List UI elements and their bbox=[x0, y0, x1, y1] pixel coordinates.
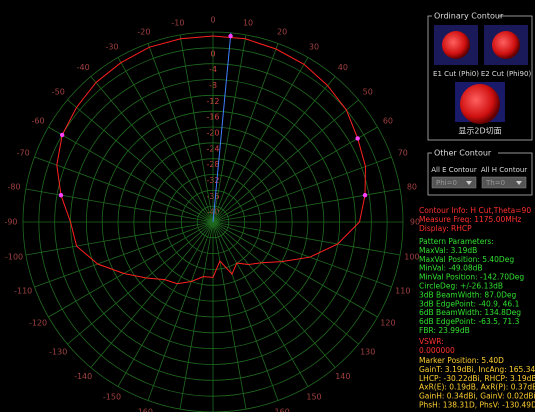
marker bbox=[59, 193, 63, 197]
theta-tick-label: 30 bbox=[309, 43, 319, 52]
contour-info: Measure Freq: 1175.00MHz bbox=[419, 215, 521, 224]
pattern-parameter: MinVal: -49.08dB bbox=[419, 264, 483, 273]
other-contour-title: Other Contour bbox=[434, 149, 492, 158]
e2-sphere bbox=[492, 31, 520, 59]
marker-info: Marker Position: 5.40D bbox=[419, 356, 504, 365]
theta-tick-label: 150 bbox=[306, 392, 321, 401]
e1-sphere bbox=[442, 31, 470, 59]
e1-label[interactable]: E1 Cut (Phi0) bbox=[433, 70, 479, 78]
marker-info: PhsH: 138.31D, PhsV: -130.49D bbox=[419, 401, 535, 410]
pattern-parameter: Pattern Parameters: bbox=[419, 237, 494, 246]
theta-tick-label: -130 bbox=[49, 347, 67, 356]
marker bbox=[228, 34, 232, 38]
theta-tick-label: -80 bbox=[8, 182, 21, 191]
theta-tick-label: 110 bbox=[395, 287, 410, 296]
theta-tick-label: 50 bbox=[363, 88, 373, 97]
marker-info: LHCP: -30.22dBi, RHCP: 3.19dBi bbox=[419, 374, 535, 383]
2d-sphere bbox=[460, 84, 500, 124]
pattern-parameter: FBR: 23.99dB bbox=[419, 326, 470, 335]
theta-tick-label: 20 bbox=[277, 28, 287, 37]
marker bbox=[363, 193, 367, 197]
theta-tick-label: -30 bbox=[105, 43, 118, 52]
theta-tick-label: -110 bbox=[14, 287, 32, 296]
marker-info: GainT: 3.19dBi, IncAng: 165.34deg bbox=[419, 365, 535, 374]
screen: 0-4-8-12-16-20-24-28-32-36-4001020304050… bbox=[0, 0, 535, 412]
dropdown-value[interactable]: Th=0 bbox=[485, 179, 505, 187]
vswr: VSWR: bbox=[419, 337, 444, 346]
ordinary-contour-title: Ordinary Contour bbox=[434, 12, 504, 21]
theta-tick-label: 100 bbox=[404, 253, 419, 262]
theta-tick-label: -90 bbox=[4, 218, 17, 227]
theta-tick-label: 10 bbox=[243, 19, 253, 28]
theta-tick-label: -10 bbox=[171, 19, 184, 28]
theta-tick-label: -70 bbox=[17, 148, 30, 157]
vswr: 0.000000 bbox=[419, 346, 455, 355]
contour-label: All H Contour bbox=[481, 166, 527, 174]
marker-info: GainH: 0.34dBi, GainV: 0.02dBi bbox=[419, 392, 535, 401]
theta-tick-label: -160 bbox=[135, 407, 153, 412]
pattern-parameter: MaxVal: 3.19dB bbox=[419, 246, 477, 255]
contour-label: All E Contour bbox=[431, 166, 477, 174]
contour-info: Display: RHCP bbox=[419, 224, 472, 233]
2d-label[interactable]: 显示2D切面 bbox=[458, 127, 501, 136]
marker-info: AxR(E): 0.19dB, AxR(P): 0.37dB bbox=[419, 383, 535, 392]
theta-tick-label: 160 bbox=[274, 407, 289, 412]
theta-tick-label: -140 bbox=[74, 372, 92, 381]
dropdown-value[interactable]: Phi=0 bbox=[436, 179, 457, 187]
theta-tick-label: -20 bbox=[137, 28, 150, 37]
theta-tick-label: 40 bbox=[338, 63, 348, 72]
theta-tick-label: 70 bbox=[398, 148, 408, 157]
marker bbox=[355, 136, 359, 140]
e2-label[interactable]: E2 Cut (Phi90) bbox=[481, 70, 532, 78]
pattern-parameter: 3dB BeamWidth: 87.0Deg bbox=[419, 290, 517, 299]
theta-tick-label: 0 bbox=[210, 16, 215, 25]
pattern-parameter: 3dB EdgePoint: -40.9, 46.1 bbox=[419, 299, 520, 308]
theta-tick-label: 60 bbox=[383, 117, 393, 126]
pattern-parameter: MinVal Position: -142.70Deg bbox=[419, 273, 524, 282]
pattern-parameter: 6dB EdgePoint: -63.5, 71.3 bbox=[419, 317, 520, 326]
pattern-parameter: 6dB BeamWidth: 134.8Deg bbox=[419, 308, 521, 317]
theta-tick-label: 120 bbox=[380, 319, 395, 328]
theta-tick-label: -120 bbox=[29, 319, 47, 328]
pattern-parameter: CircleDeg: +/-26.13dB bbox=[419, 282, 503, 291]
marker bbox=[60, 133, 64, 137]
theta-tick-label: -100 bbox=[5, 253, 23, 262]
theta-tick-label: 130 bbox=[360, 347, 375, 356]
theta-tick-label: 140 bbox=[335, 372, 350, 381]
theta-tick-label: -50 bbox=[52, 88, 65, 97]
contour-info: Contour Info: H Cut,Theta=90 bbox=[419, 206, 531, 215]
theta-tick-label: -150 bbox=[103, 392, 121, 401]
theta-tick-label: -60 bbox=[32, 117, 45, 126]
pattern-parameter: MaxVal Position: 5.40Deg bbox=[419, 255, 514, 264]
theta-tick-label: -40 bbox=[77, 63, 90, 72]
theta-tick-label: 80 bbox=[407, 182, 417, 191]
